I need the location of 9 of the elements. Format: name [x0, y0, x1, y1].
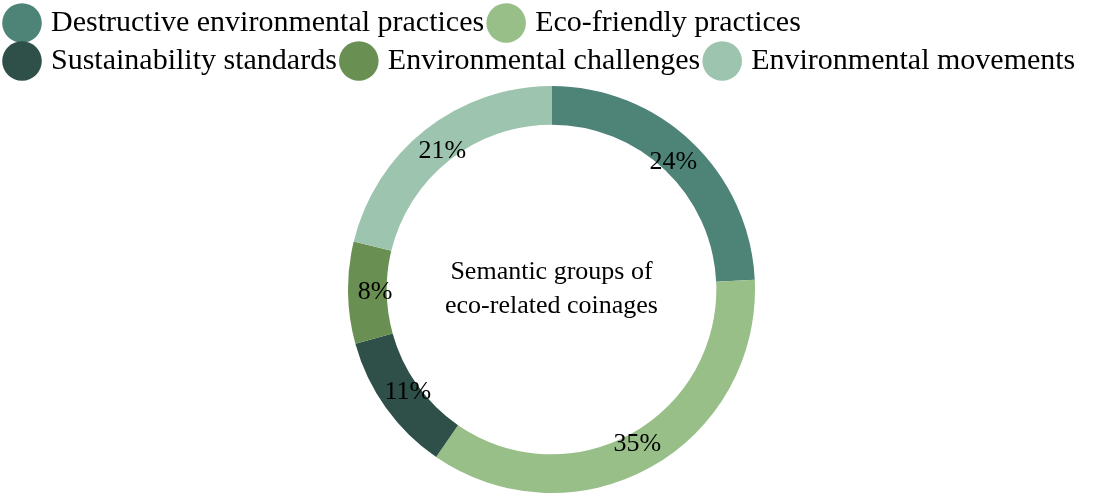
data-label: 35%	[613, 427, 662, 457]
legend-label: Environmental challenges	[387, 41, 701, 75]
legend-label: Environmental movements	[751, 41, 1076, 75]
data-label: 21%	[418, 134, 467, 164]
legend-label: Eco-friendly practices	[535, 3, 801, 37]
data-label: 24%	[649, 145, 698, 175]
text: Semantic groups of eco-related coinages	[445, 256, 658, 320]
legend-label: Sustainability standards	[51, 41, 337, 75]
legend-label: Destructive environmental practices	[51, 3, 485, 37]
